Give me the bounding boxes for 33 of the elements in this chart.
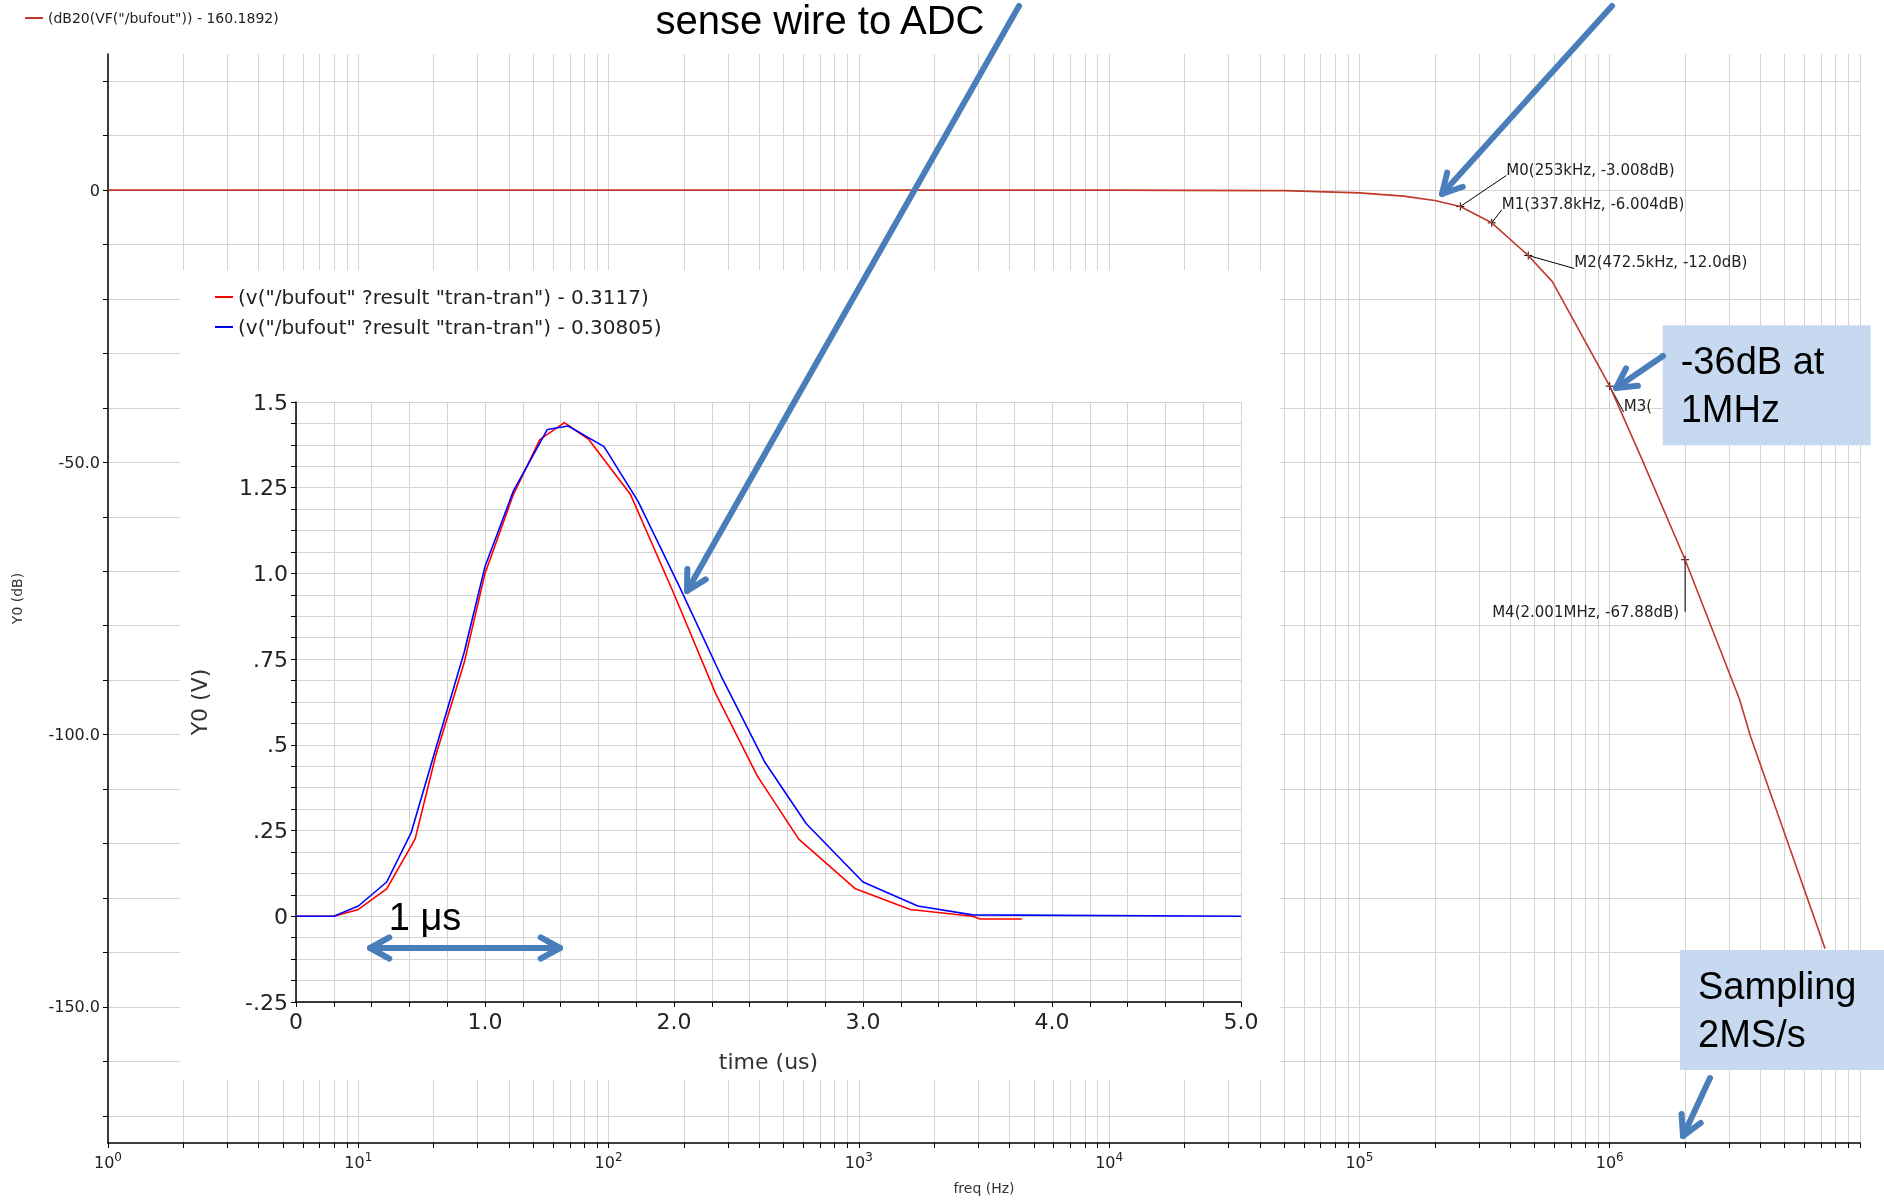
annotation: M3( [1623, 397, 1653, 416]
annotation: M2(472.5kHz, -12.0dB) [1574, 253, 1748, 272]
annotation: M0(253kHz, -3.008dB) [1506, 160, 1675, 179]
y-axis-title: Y0 (V) [186, 668, 212, 737]
y-tick-label: -100.0 [48, 725, 100, 745]
x-axis-title: freq (Hz) [953, 1180, 1015, 1196]
y-tick-label: .75 [253, 646, 288, 672]
y-tick-label: -50.0 [58, 452, 100, 472]
y-tick-label: -150.0 [48, 997, 100, 1017]
y-tick-label: 1.0 [253, 560, 288, 586]
x-tick-label: 2.0 [656, 1008, 692, 1034]
x-tick-label: 4.0 [1034, 1008, 1070, 1034]
y-tick-label: .5 [267, 732, 288, 758]
x-axis-title: time (us) [718, 1048, 819, 1074]
legend-label: (v("/bufout" ?result "tran-tran") - 0.30805) [238, 315, 662, 339]
y-axis-title: Y0 (dB) [9, 572, 25, 626]
x-tick-label: 3.0 [845, 1008, 881, 1034]
y-tick-label: 0 [274, 903, 288, 929]
y-tick-label: -.25 [245, 989, 288, 1015]
y-tick-label: 1.25 [239, 475, 288, 501]
annotation: M4(2.001MHz, -67.88dB) [1492, 602, 1680, 621]
annotation: -36dB at 1MHz [1680, 340, 1835, 431]
x-tick-label: 5.0 [1223, 1008, 1259, 1034]
y-tick-label: 0 [89, 180, 100, 200]
annotation: M1(337.8kHz, -6.004dB) [1501, 194, 1685, 213]
y-tick-label: 1.5 [253, 389, 288, 415]
text: sense wire to ADC [655, 0, 985, 42]
annotation: Sampling 2MS/s [1698, 965, 1867, 1055]
legend-label: (v("/bufout" ?result "tran-tran") - 0.3117) [238, 285, 649, 309]
x-tick-label: 1.0 [467, 1008, 503, 1034]
y-tick-label: .25 [253, 818, 288, 844]
legend-label: (dB20(VF("/bufout")) - 160.1892) [48, 10, 279, 26]
annotation: 1 μs [388, 896, 462, 938]
